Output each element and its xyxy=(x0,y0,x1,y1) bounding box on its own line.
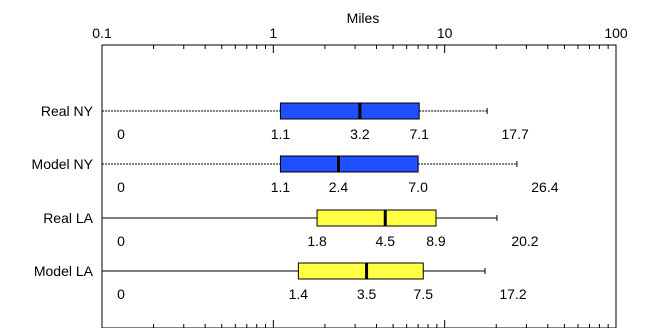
x-tick-label: 10 xyxy=(437,25,453,41)
x-axis-label: Miles xyxy=(347,10,380,26)
box xyxy=(279,155,419,173)
box xyxy=(297,262,424,280)
box-row: Model LA 0 1.4 3.5 7.5 17.2 xyxy=(34,262,527,302)
box xyxy=(316,209,437,227)
median-value-label: 2.4 xyxy=(329,179,349,195)
q1-value-label: 1.4 xyxy=(289,286,309,302)
q1-value-label: 1.1 xyxy=(271,179,291,195)
x-tick-labels: 0.1 1 10 100 xyxy=(92,25,628,41)
x-axis-ticks xyxy=(153,45,609,328)
min-value-label: 0 xyxy=(117,233,125,249)
category-label: Model NY xyxy=(32,156,94,172)
category-label: Real NY xyxy=(41,103,94,119)
min-value-label: 0 xyxy=(117,126,125,142)
category-label: Model LA xyxy=(34,263,94,279)
box-row: Real LA 0 1.8 4.5 8.9 20.2 xyxy=(43,209,539,249)
min-value-label: 0 xyxy=(117,179,125,195)
x-tick-label: 0.1 xyxy=(92,25,112,41)
box-rows: Real NY 0 1.1 3.2 7.1 17.7 Model NY 0 1.1 2.4 7.0 2… xyxy=(32,102,559,302)
median-value-label: 3.2 xyxy=(350,126,370,142)
q3-value-label: 8.9 xyxy=(426,233,446,249)
plot-frame xyxy=(101,44,617,328)
median-value-label: 3.5 xyxy=(357,286,377,302)
q3-value-label: 7.5 xyxy=(414,286,434,302)
max-value-label: 20.2 xyxy=(511,233,538,249)
q1-value-label: 1.1 xyxy=(271,126,291,142)
box-row: Model NY 0 1.1 2.4 7.0 26.4 xyxy=(32,155,559,195)
box xyxy=(279,102,420,120)
max-value-label: 17.7 xyxy=(502,126,529,142)
median-value-label: 4.5 xyxy=(376,233,396,249)
q3-value-label: 7.0 xyxy=(408,179,428,195)
min-value-label: 0 xyxy=(117,286,125,302)
box-row: Real NY 0 1.1 3.2 7.1 17.7 xyxy=(41,102,529,142)
max-value-label: 17.2 xyxy=(499,286,526,302)
category-label: Real LA xyxy=(43,210,93,226)
q3-value-label: 7.1 xyxy=(409,126,429,142)
max-value-label: 26.4 xyxy=(531,179,558,195)
q1-value-label: 1.8 xyxy=(307,233,327,249)
x-tick-label: 100 xyxy=(604,25,628,41)
x-tick-label: 1 xyxy=(269,25,277,41)
